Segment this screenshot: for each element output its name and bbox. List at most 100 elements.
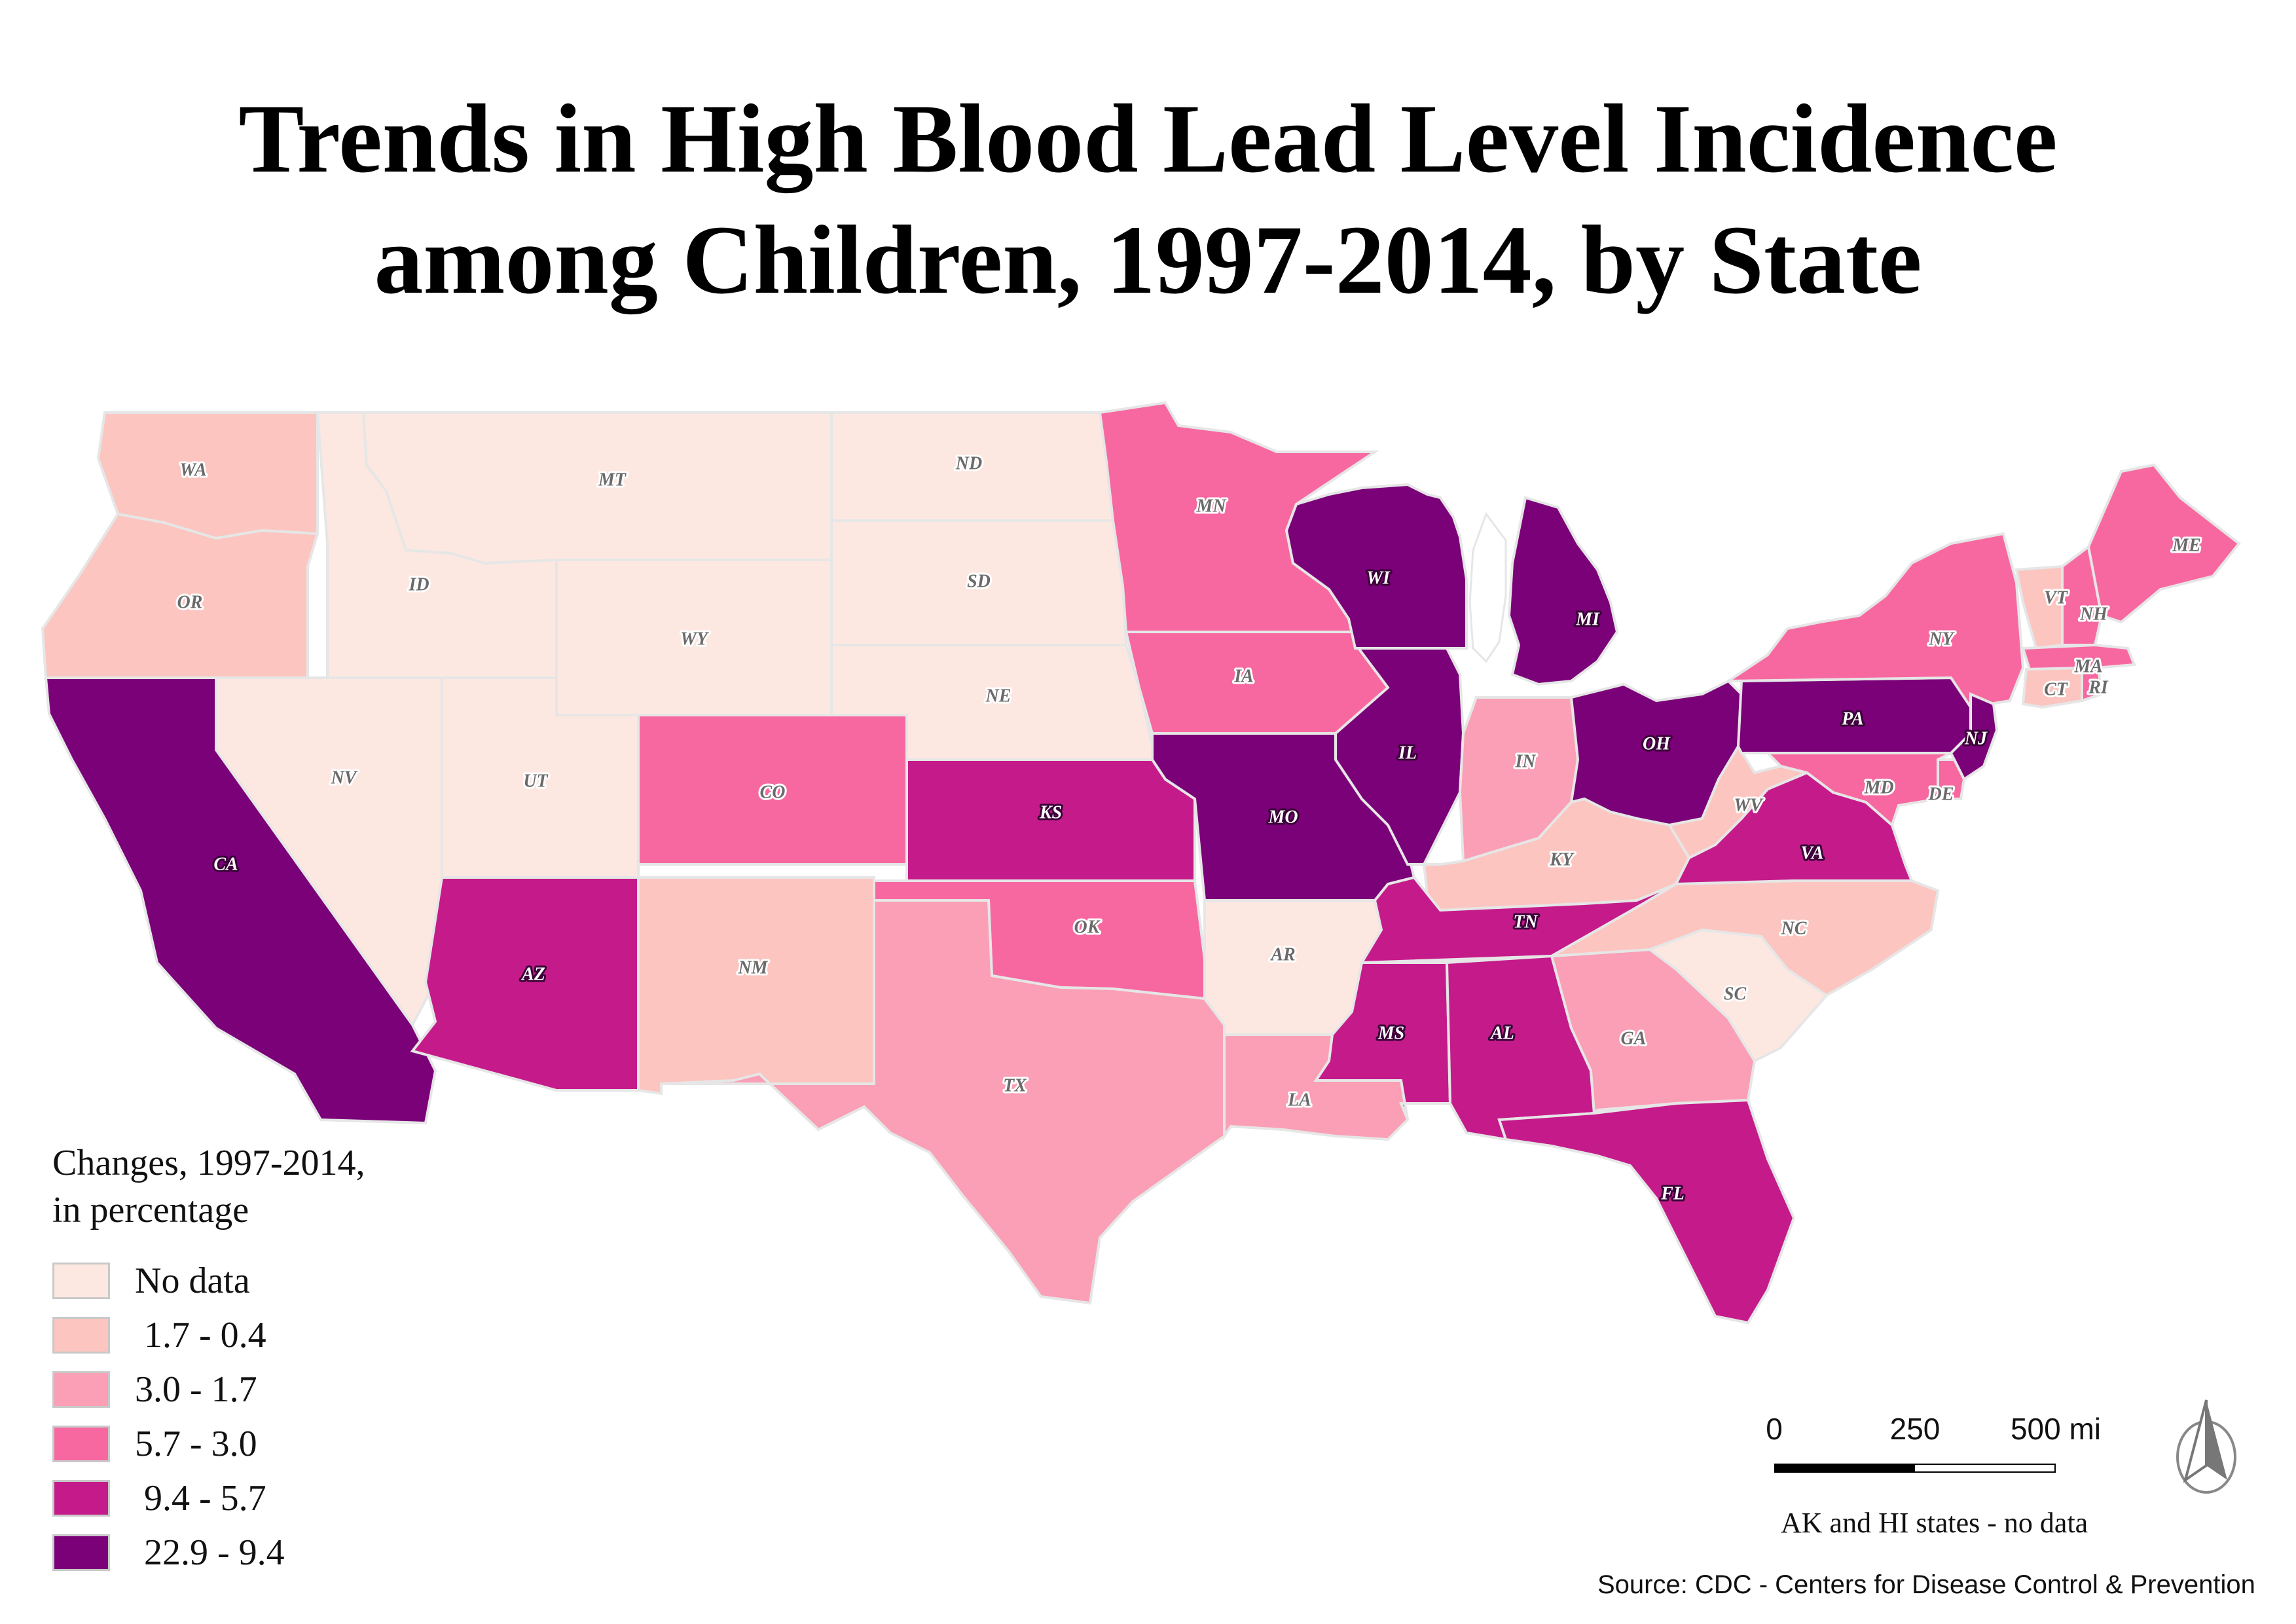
- legend-label: 1.7 - 0.4: [135, 1314, 266, 1356]
- map-title: Trends in High Blood Lead Level Incidenc…: [0, 79, 2296, 321]
- legend-swatch: [52, 1262, 110, 1299]
- state-label-ny: NY: [1928, 629, 1955, 649]
- state-label-ok: OK: [1074, 917, 1101, 937]
- state-label-me: ME: [2172, 535, 2201, 555]
- state-label-nc: NC: [1781, 918, 1807, 938]
- lake-michigan: [1468, 511, 1507, 663]
- state-or: [41, 512, 319, 679]
- state-label-va: VA: [1800, 843, 1823, 863]
- state-label-wi: WI: [1366, 568, 1391, 588]
- state-label-vt: VT: [2044, 587, 2069, 608]
- state-label-wa: WA: [179, 460, 207, 480]
- us-choropleth-map: WA OR CA ID NV MT WY UT AZ CO NM ND SD NE KS OK TX MN IA MO…: [41, 401, 2241, 1325]
- state-label-ct: CT: [2044, 679, 2069, 699]
- state-tx: [661, 899, 1226, 1305]
- state-label-oh: OH: [1643, 733, 1671, 754]
- legend-label: No data: [135, 1260, 250, 1301]
- legend-title-line-2: in percentage: [52, 1190, 249, 1230]
- state-label-nh: NH: [2079, 604, 2108, 624]
- state-label-or: OR: [177, 592, 203, 612]
- legend-title-line-1: Changes, 1997-2014,: [52, 1143, 365, 1183]
- state-ia: [1124, 631, 1390, 735]
- scale-bar: 0 250 500 mi: [1766, 1411, 2101, 1483]
- legend-item-nodata: No data: [52, 1253, 511, 1308]
- state-label-az: AZ: [520, 964, 545, 984]
- legend-item-c2: 3.0 - 1.7: [52, 1362, 511, 1416]
- state-nm: [637, 876, 875, 1096]
- legend-swatch: [52, 1425, 110, 1462]
- legend-label: 5.7 - 3.0: [135, 1423, 257, 1464]
- source-credit: Source: CDC - Centers for Disease Contro…: [1597, 1570, 2255, 1599]
- state-label-wv: WV: [1734, 795, 1764, 815]
- state-fl: [1497, 1098, 1796, 1325]
- state-label-fl: FL: [1660, 1183, 1685, 1204]
- no-data-note: AK and HI states - no data: [1781, 1507, 2088, 1539]
- state-label-sc: SC: [1724, 984, 1747, 1004]
- state-il: [1334, 647, 1465, 866]
- scale-tick-250: 250: [1889, 1412, 1941, 1446]
- state-label-nj: NJ: [1964, 728, 1988, 748]
- legend-item-c1: 1.7 - 0.4: [52, 1308, 511, 1362]
- state-label-wy: WY: [680, 629, 710, 649]
- state-label-nv: NV: [331, 767, 358, 788]
- state-label-mi: MI: [1575, 609, 1600, 629]
- state-label-ca: CA: [213, 854, 238, 874]
- legend-item-c4: 9.4 - 5.7: [52, 1471, 511, 1525]
- state-ri: [2081, 667, 2104, 703]
- state-label-ma: MA: [2073, 656, 2103, 676]
- state-label-ga: GA: [1621, 1028, 1647, 1048]
- legend-label: 3.0 - 1.7: [135, 1369, 257, 1410]
- state-me: [2086, 463, 2241, 624]
- state-label-al: AL: [1489, 1023, 1514, 1043]
- state-label-mn: MN: [1195, 496, 1227, 516]
- state-nh: [2061, 544, 2104, 646]
- legend-swatch: [52, 1534, 110, 1571]
- state-label-co: CO: [760, 782, 786, 802]
- scale-bar-graphic: [1774, 1464, 2056, 1473]
- north-arrow-icon: [2176, 1399, 2236, 1494]
- state-label-nd: ND: [955, 453, 982, 473]
- state-ct: [2021, 666, 2083, 709]
- state-label-tx: TX: [1003, 1075, 1027, 1096]
- state-label-tn: TN: [1513, 912, 1539, 932]
- legend-item-c3: 5.7 - 3.0: [52, 1416, 511, 1471]
- state-label-nm: NM: [737, 957, 768, 978]
- state-label-sd: SD: [967, 571, 991, 591]
- legend-title: Changes, 1997-2014, in percentage: [52, 1139, 511, 1234]
- state-label-il: IL: [1398, 743, 1417, 763]
- map-title-line-1: Trends in High Blood Lead Level Incidenc…: [238, 84, 2058, 193]
- state-label-ne: NE: [985, 686, 1011, 706]
- legend-items: No data 1.7 - 0.4 3.0 - 1.7 5.7 - 3.0 9.4 …: [52, 1253, 511, 1579]
- state-label-de: DE: [1928, 784, 1954, 804]
- state-label-mo: MO: [1267, 807, 1298, 827]
- state-label-in: IN: [1514, 751, 1537, 771]
- legend-swatch: [52, 1316, 110, 1354]
- state-mt: [361, 411, 833, 565]
- state-label-mt: MT: [598, 470, 627, 490]
- scale-bar-fill: [1776, 1465, 1915, 1471]
- state-label-ri: RI: [2088, 677, 2109, 697]
- state-label-ia: IA: [1233, 666, 1254, 686]
- state-label-ky: KY: [1549, 849, 1575, 870]
- state-wi: [1285, 483, 1468, 650]
- state-label-ut: UT: [523, 771, 549, 791]
- state-md: [1764, 752, 1952, 828]
- legend-swatch: [52, 1371, 110, 1408]
- state-mi: [1507, 496, 1619, 686]
- state-label-ms: MS: [1377, 1023, 1404, 1043]
- state-nv: [215, 676, 443, 1027]
- legend-item-c5: 22.9 - 9.4: [52, 1525, 511, 1579]
- legend-label: 9.4 - 5.7: [135, 1477, 266, 1519]
- legend: Changes, 1997-2014, in percentage No dat…: [52, 1139, 511, 1579]
- scale-tick-0: 0: [1766, 1412, 1783, 1446]
- state-label-id: ID: [408, 574, 429, 595]
- legend-swatch: [52, 1479, 110, 1517]
- legend-label: 22.9 - 9.4: [135, 1532, 285, 1573]
- state-label-ks: KS: [1039, 802, 1062, 822]
- state-label-pa: PA: [1841, 709, 1864, 729]
- state-label-md: MD: [1863, 777, 1893, 798]
- state-label-ar: AR: [1269, 944, 1295, 965]
- scale-tick-500: 500 mi: [2010, 1412, 2102, 1446]
- state-label-la: LA: [1287, 1090, 1311, 1110]
- map-title-line-2: among Children, 1997-2014, by State: [374, 206, 1922, 314]
